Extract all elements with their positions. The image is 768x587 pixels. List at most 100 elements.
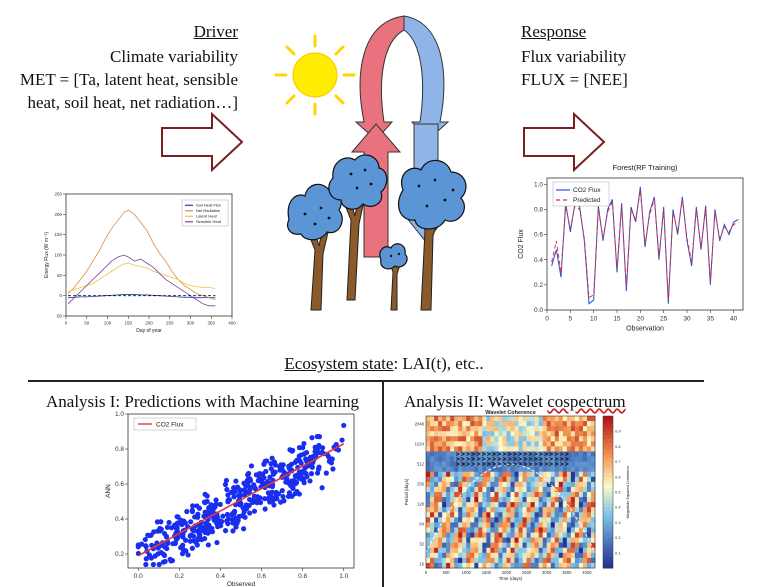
scatter-point	[296, 491, 302, 497]
heatmap-cell	[454, 431, 459, 437]
scatter-point	[226, 497, 233, 503]
heatmap-cell	[554, 517, 560, 523]
heatmap-cell	[434, 436, 439, 442]
heatmap-cell	[578, 466, 584, 473]
heatmap-cell	[546, 522, 552, 528]
colorbar-cell	[603, 438, 613, 444]
y-tick-label: -50	[55, 314, 62, 319]
heatmap-cell	[562, 507, 568, 513]
heatmap-cell	[542, 512, 548, 518]
heatmap-cell	[454, 466, 459, 473]
heatmap-cell	[454, 527, 459, 534]
heatmap-cell	[522, 522, 528, 528]
heatmap-cell	[430, 512, 435, 518]
heatmap-cell	[454, 552, 459, 559]
heatmap-cell	[434, 517, 439, 523]
heatmap-cell	[494, 562, 499, 569]
heatmap-cell	[550, 562, 556, 569]
scatter-point	[213, 497, 219, 503]
heatmap-cell	[494, 532, 499, 539]
phase-arrow	[533, 457, 538, 461]
heatmap-cell	[518, 436, 524, 442]
response-arrow-icon	[523, 112, 606, 172]
phase-arrow	[523, 452, 528, 456]
phase-arrow	[455, 452, 460, 456]
heatmap-cell	[458, 436, 463, 442]
heatmap-cell	[426, 436, 431, 442]
heatmap-cell	[454, 542, 459, 549]
heatmap-cell	[570, 552, 576, 559]
heatmap-cell	[466, 471, 471, 478]
heatmap-cell	[522, 512, 528, 518]
heatmap-cell	[462, 537, 467, 544]
heatmap-cell	[450, 562, 455, 569]
colorbar-cell	[603, 526, 613, 531]
heatmap-cell	[426, 517, 431, 523]
heatmap-cell	[526, 461, 532, 468]
heatmap-cell	[494, 542, 499, 549]
heatmap-cell	[590, 542, 596, 549]
heatmap-cell	[506, 537, 511, 544]
scatter-point	[202, 509, 208, 515]
heatmap-cell	[530, 456, 536, 463]
heatmap-cell	[534, 502, 540, 508]
scatter-point	[146, 552, 152, 558]
scatter-point	[271, 459, 278, 465]
heatmap-cell	[446, 492, 451, 498]
heatmap-cell	[566, 512, 572, 518]
scatter-point	[158, 519, 164, 525]
heatmap-cell	[534, 416, 540, 422]
heatmap-cell	[490, 497, 495, 503]
legend-box	[133, 417, 197, 431]
heatmap-cell	[578, 552, 584, 559]
heatmap-cell	[510, 426, 516, 432]
x-tick-label: 1000	[462, 570, 472, 575]
scatter-point	[205, 542, 211, 548]
heatmap-cell	[462, 446, 467, 452]
heatmap-cell	[574, 532, 580, 539]
heatmap-cell	[454, 507, 459, 513]
heatmap-cell	[542, 471, 548, 478]
heatmap-cell	[426, 522, 431, 528]
heatmap-cell	[510, 486, 516, 493]
phase-arrow	[476, 452, 481, 456]
heatmap-cell	[450, 537, 455, 544]
heatmap-cell	[542, 451, 548, 458]
heatmap-cell	[502, 421, 507, 427]
heatmap-cell	[446, 522, 451, 528]
heatmap-cell	[586, 461, 592, 468]
heatmap-cell	[494, 502, 499, 508]
scatter-point	[301, 440, 307, 447]
heatmap-cell	[438, 421, 443, 427]
heatmap-cell	[502, 542, 507, 549]
heatmap-cell	[490, 481, 495, 488]
heatmap-cell	[530, 471, 536, 478]
heatmap-cell	[490, 471, 495, 478]
heatmap-cell	[502, 481, 507, 488]
phase-arrow	[565, 457, 570, 461]
heatmap-cell	[578, 431, 584, 437]
heatmap-cell	[494, 451, 499, 458]
phase-arrow	[476, 457, 481, 461]
heatmap-cell	[538, 476, 544, 483]
heatmap-cell	[562, 492, 568, 498]
scatter-point	[205, 525, 211, 531]
heatmap-cell	[590, 552, 596, 559]
phase-arrow	[528, 462, 533, 466]
scatter-point	[236, 513, 242, 520]
scatter-point	[189, 545, 195, 551]
heatmap-cell	[518, 426, 524, 432]
heatmap-cell	[482, 421, 487, 427]
heatmap-cell	[446, 486, 451, 493]
heatmap-cell	[442, 512, 447, 518]
heatmap-cell	[570, 527, 576, 534]
heatmap-cell	[526, 486, 532, 493]
colorbar-cell	[603, 469, 613, 474]
scatter-point	[187, 538, 193, 544]
heatmap-cell	[494, 497, 499, 503]
heatmap-cell	[454, 476, 459, 483]
fit-line	[137, 443, 345, 557]
heatmap-cell	[530, 507, 536, 513]
heatmap-cell	[530, 497, 536, 503]
heatmap-cell	[574, 476, 580, 483]
